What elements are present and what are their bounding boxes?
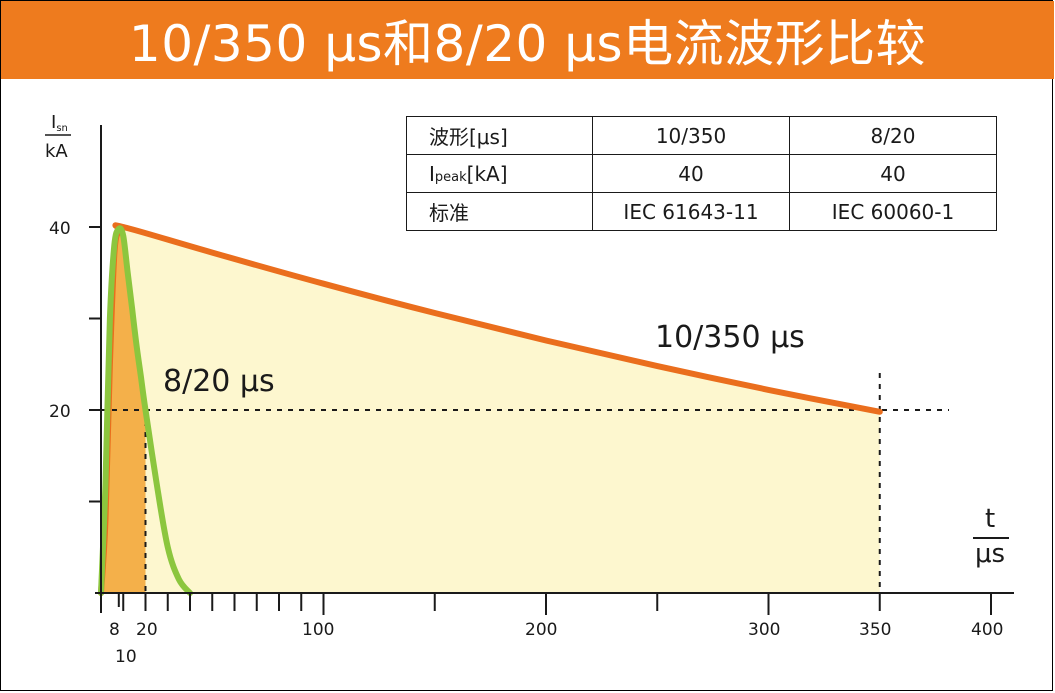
- table-cell-label: 波形[μs]: [406, 116, 593, 155]
- table-cell-label: Ipeak[kA]: [406, 154, 593, 193]
- x-axis-unit: t μs: [973, 504, 1009, 569]
- x-tick-label-20: 20: [136, 620, 158, 640]
- series-label-8-20: 8/20 μs: [163, 364, 275, 399]
- table-row: Ipeak[kA] 40 40: [406, 154, 997, 193]
- x-tick-label-10: 10: [115, 647, 137, 667]
- x-tick-label-8: 8: [109, 620, 120, 640]
- table-cell-8-20: IEC 60060-1: [789, 192, 997, 231]
- x-tick-label-300: 300: [748, 620, 780, 640]
- x-axis-label-bottom: μs: [975, 539, 1005, 569]
- table-cell-8-20: 8/20: [789, 116, 997, 155]
- table-row: 标准 IEC 61643-11 IEC 60060-1: [406, 192, 997, 231]
- x-axis-label-top: t: [985, 504, 995, 534]
- title-bar: 10/350 μs和8/20 μs电流波形比较: [1, 1, 1054, 79]
- y-axis-label-bottom: kA: [45, 141, 68, 162]
- table-cell-10-350: IEC 61643-11: [592, 192, 790, 231]
- x-tick-label-350: 350: [859, 620, 891, 640]
- x-tick-label-200: 200: [525, 620, 557, 640]
- y-axis-unit: Isn kA: [45, 112, 71, 162]
- table-cell-8-20: 40: [789, 154, 997, 193]
- table-cell-10-350: 10/350: [592, 116, 790, 155]
- table-row: 波形[μs] 10/350 8/20: [406, 116, 997, 155]
- y-axis-label-top: Isn: [51, 112, 68, 134]
- chart-title: 10/350 μs和8/20 μs电流波形比较: [128, 15, 927, 73]
- table-cell-10-350: 40: [592, 154, 790, 193]
- x-tick-label-400: 400: [971, 620, 1003, 640]
- series-line-8-20: [98, 225, 193, 596]
- y-tick-label-40: 40: [49, 219, 71, 239]
- y-tick-label-20: 20: [49, 402, 71, 422]
- table-cell-label: 标准: [406, 192, 593, 231]
- waveform-spec-table: 波形[μs] 10/350 8/20 Ipeak[kA] 40 40 标准 IE…: [406, 116, 997, 231]
- x-tick-label-100: 100: [302, 620, 334, 640]
- series-label-10-350: 10/350 μs: [655, 320, 805, 355]
